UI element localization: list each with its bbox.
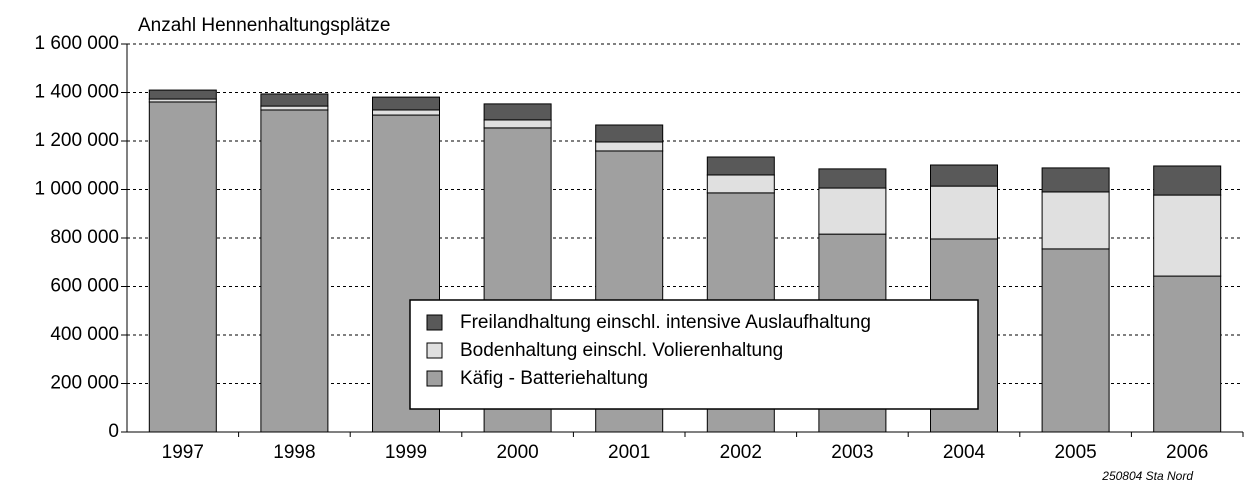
legend-swatch bbox=[426, 314, 443, 331]
bar-segment bbox=[818, 168, 887, 189]
bar-segment bbox=[260, 109, 329, 433]
bar-segment bbox=[1041, 248, 1110, 433]
bar-segment bbox=[706, 156, 775, 176]
x-tick-label: 2003 bbox=[831, 442, 873, 463]
bar-segment bbox=[1153, 275, 1222, 433]
y-tick-label: 400 000 bbox=[50, 324, 119, 345]
bar-segment bbox=[1153, 165, 1222, 196]
y-tick-label: 1 400 000 bbox=[34, 82, 119, 103]
x-tick-label: 1998 bbox=[273, 442, 315, 463]
bar-segment bbox=[148, 89, 217, 100]
x-tick-label: 2006 bbox=[1166, 442, 1208, 463]
y-axis-label: Anzahl Hennenhaltungsplätze bbox=[138, 15, 390, 36]
y-tick-label: 200 000 bbox=[50, 373, 119, 394]
bar-segment bbox=[706, 174, 775, 194]
x-tick-label: 2001 bbox=[608, 442, 650, 463]
legend-swatch bbox=[426, 342, 443, 359]
x-tick-label: 1999 bbox=[385, 442, 427, 463]
bar-segment bbox=[1153, 194, 1222, 277]
bar-segment bbox=[260, 105, 329, 111]
legend-label: Bodenhaltung einschl. Volierenhaltung bbox=[460, 340, 783, 361]
bar-segment bbox=[483, 119, 552, 129]
bar-segment bbox=[483, 103, 552, 121]
legend-swatch bbox=[426, 370, 443, 387]
bar-segment bbox=[1041, 167, 1110, 193]
x-tick-label: 2002 bbox=[720, 442, 762, 463]
y-tick-label: 1 200 000 bbox=[34, 130, 119, 151]
x-tick-label: 2005 bbox=[1054, 442, 1096, 463]
bar-segment bbox=[1041, 191, 1110, 250]
y-tick-label: 1 000 000 bbox=[34, 179, 119, 200]
legend-box bbox=[409, 299, 979, 410]
y-tick-label: 800 000 bbox=[50, 227, 119, 248]
source-note: 250804 Sta Nord bbox=[1101, 469, 1193, 483]
x-tick-label: 2000 bbox=[496, 442, 538, 463]
legend-label: Käfig - Batteriehaltung bbox=[460, 368, 648, 389]
bar-segment bbox=[818, 187, 887, 235]
x-tick-label: 1997 bbox=[162, 442, 204, 463]
y-tick-label: 1 600 000 bbox=[34, 33, 119, 54]
x-tick-label: 2004 bbox=[943, 442, 986, 463]
bar-segment bbox=[930, 185, 998, 240]
bar-segment bbox=[372, 109, 440, 116]
legend-label: Freilandhaltung einschl. intensive Ausla… bbox=[460, 312, 871, 333]
bar-segment bbox=[595, 124, 664, 143]
y-tick-label: 600 000 bbox=[50, 276, 119, 297]
bar-segment bbox=[372, 96, 440, 111]
y-tick-label: 0 bbox=[108, 421, 119, 442]
bar-segment bbox=[595, 141, 664, 152]
bar-segment bbox=[148, 101, 217, 433]
bar-segment bbox=[930, 164, 998, 187]
bar-segment bbox=[260, 93, 329, 107]
